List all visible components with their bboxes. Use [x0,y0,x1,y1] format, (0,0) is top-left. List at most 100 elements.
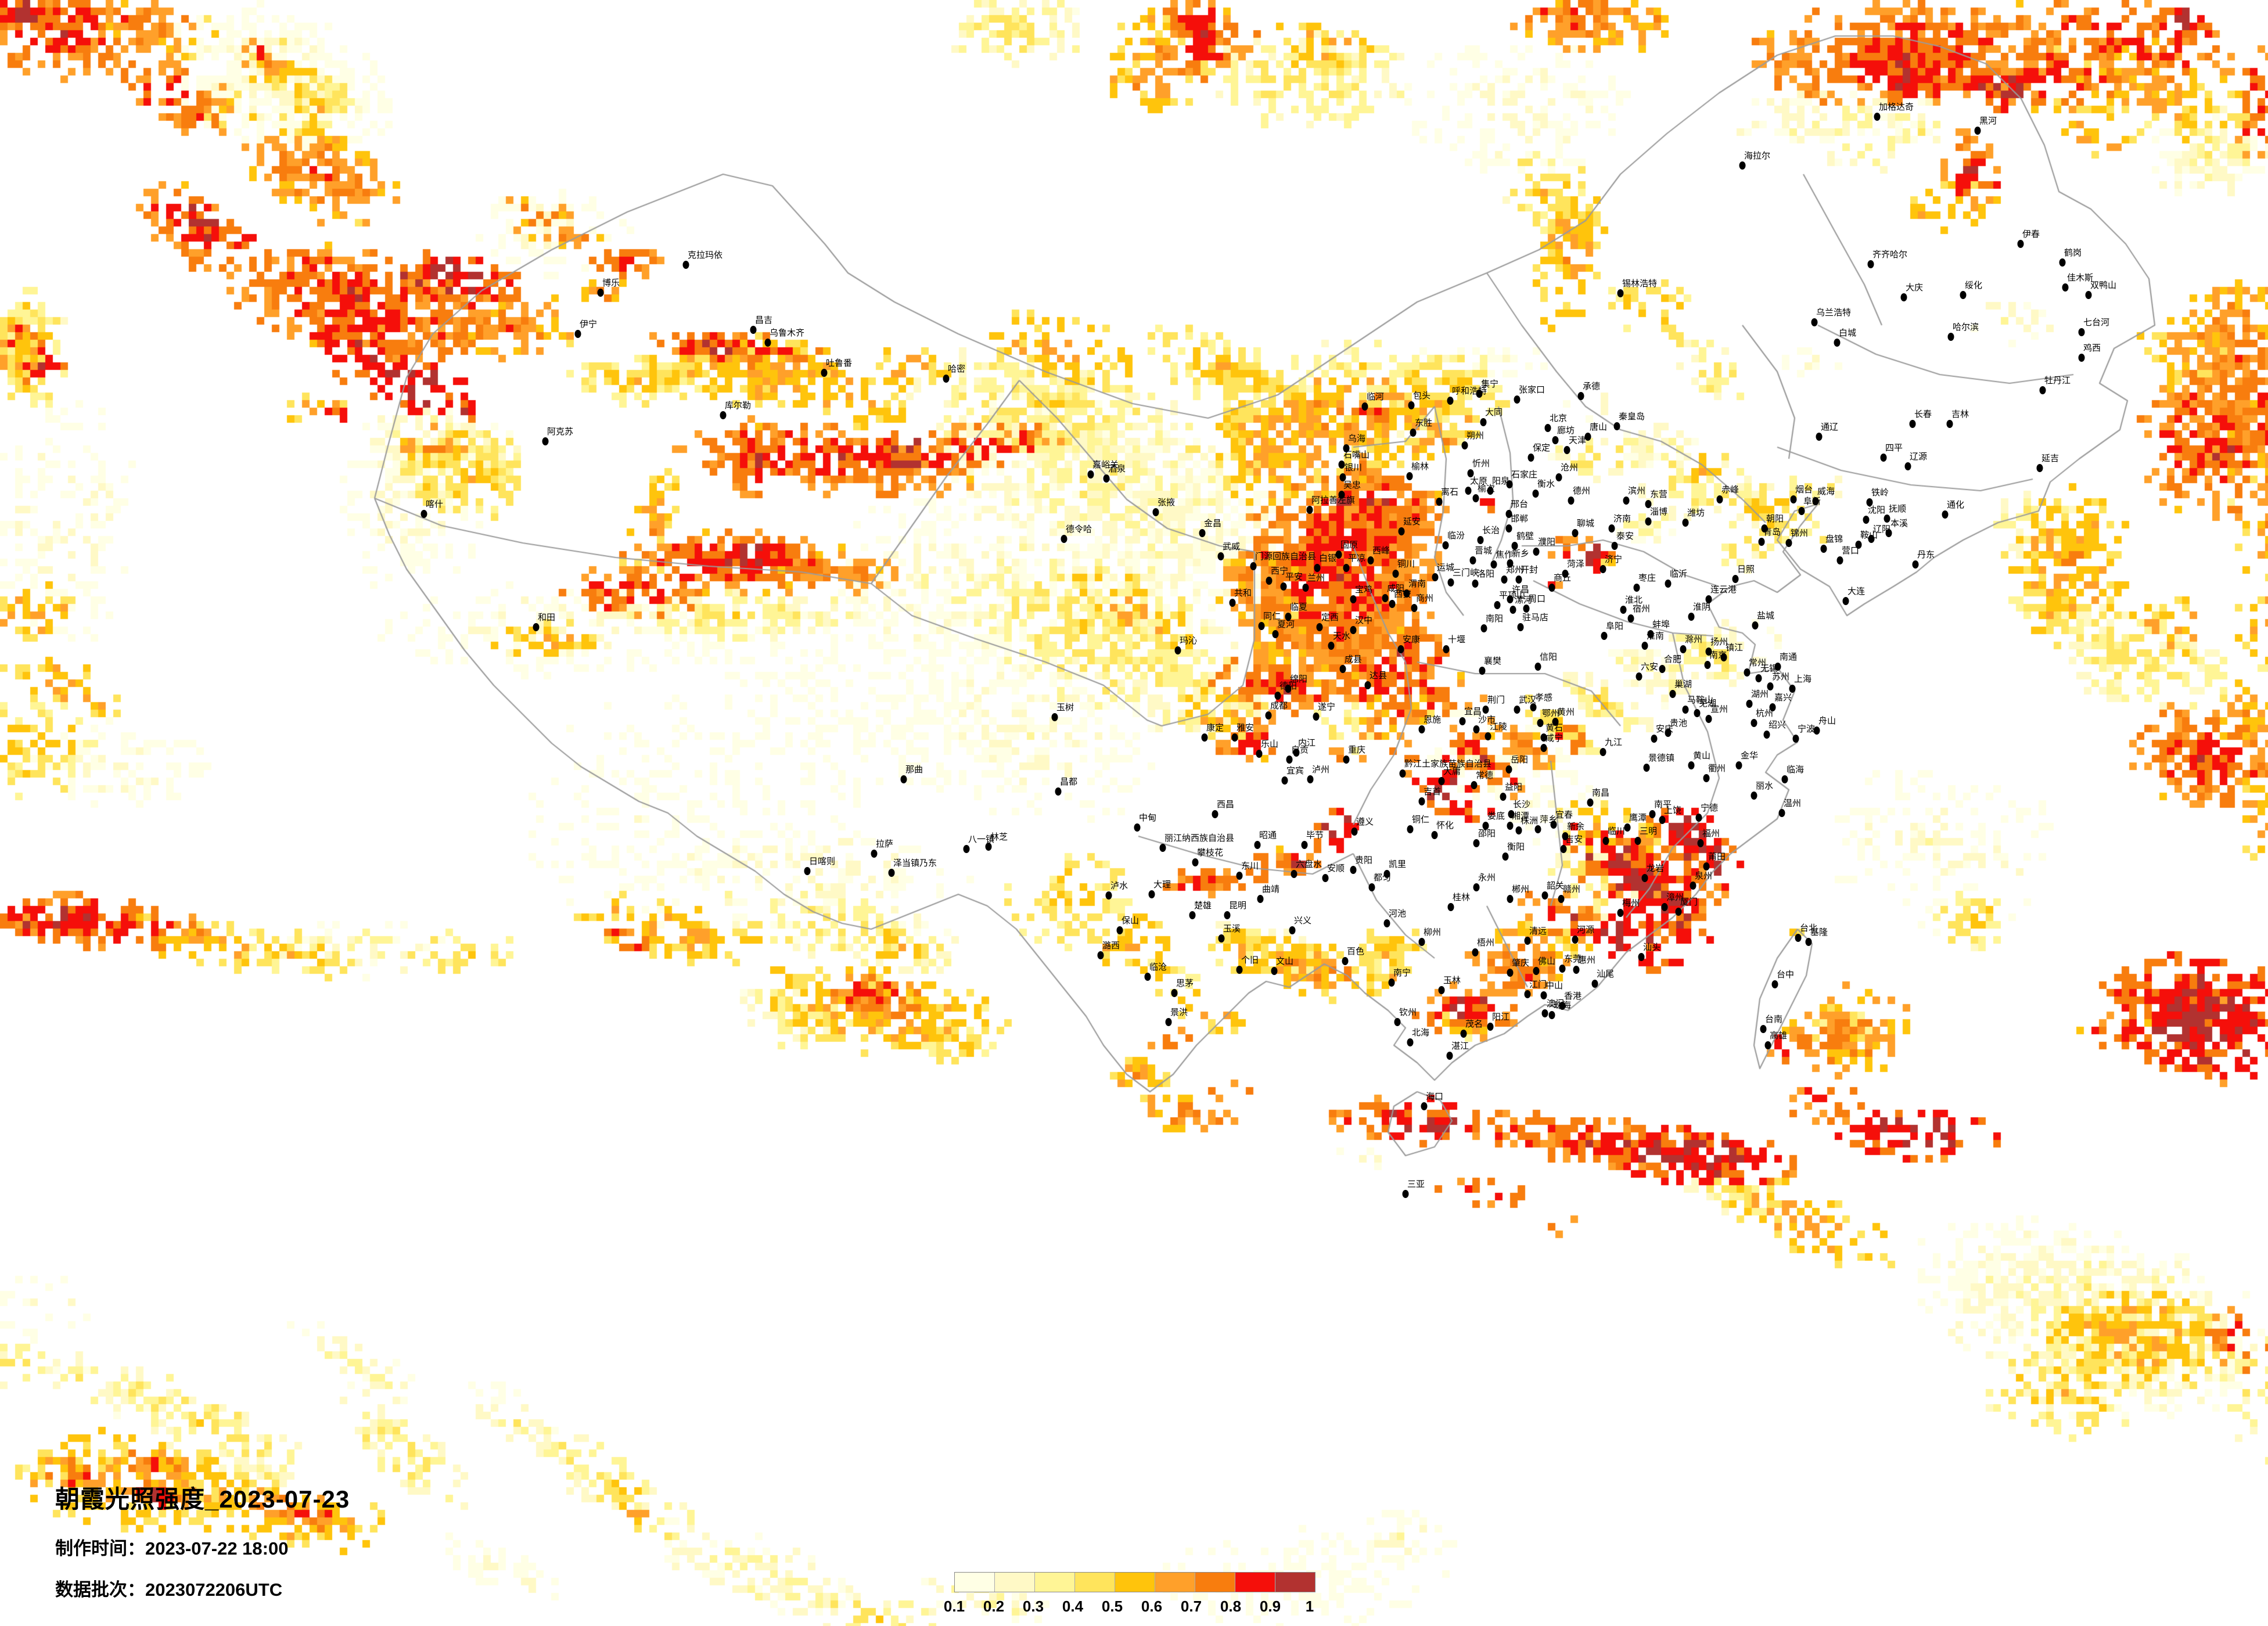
city-dot [1680,645,1687,653]
city-dot [1617,289,1624,297]
city-dot [1761,524,1768,533]
city-dot [1540,733,1547,742]
city-dot [1751,719,1757,727]
city-label: 佛山 [1538,956,1556,966]
city-dot [1418,938,1425,946]
city-label: 重庆 [1348,745,1366,755]
city-dot [1293,749,1300,757]
city-label: 百色 [1347,947,1365,956]
city-label: 晋城 [1475,546,1493,556]
city-label: 临海 [1787,765,1805,775]
city-dot [1322,874,1329,882]
city-dot [1394,1018,1401,1026]
city-label: 鸡西 [2083,343,2101,353]
city-label: 天津 [1569,436,1587,445]
city-dot [1855,541,1862,549]
city-label: 桂林 [1453,893,1471,902]
city-dot [1407,1038,1414,1046]
city-label: 六盘水 [1296,859,1322,869]
city-dot [1343,564,1350,572]
city-dot [1774,663,1781,671]
city-label: 四平 [1885,443,1903,453]
city-dot [1097,951,1104,959]
city-label: 乐山 [1261,739,1279,749]
city-dot [1280,582,1287,591]
city-dot [943,375,950,383]
city-label: 阜阳 [1606,621,1624,631]
city-label: 柳州 [1424,927,1442,937]
city-label: 昌都 [1060,777,1078,787]
city-label: 忻州 [1472,459,1490,469]
city-dot [1152,508,1159,516]
city-dot [1524,990,1531,998]
city-dot [1974,127,1981,135]
city-label: 泉州 [1695,871,1713,881]
legend-label: 0.5 [1101,1598,1123,1615]
city-label: 韶关 [1547,881,1565,891]
city-label: 滁州 [1685,635,1703,645]
city-label: 清远 [1529,926,1547,936]
city-dot [1789,685,1796,693]
city-label: 本溪 [1890,519,1908,528]
city-dot [1563,446,1570,454]
city-dot [1507,895,1514,903]
city-dot [1697,839,1704,847]
city-label: 吉安 [1565,834,1583,844]
city-dot [1342,957,1349,965]
city-label: 西昌 [1217,800,1235,810]
city-dot [1256,750,1263,758]
city-dot [1541,1009,1548,1017]
city-dot [1552,718,1559,726]
city-dot [2039,386,2046,394]
city-dot [2078,328,2085,336]
city-label: 丹东 [1917,550,1935,560]
city-label: 乌海 [1348,434,1366,444]
city-dot [1562,570,1569,578]
city-label: 玉溪 [1223,924,1241,934]
city-label: 新余 [1567,822,1585,832]
city-dot [2017,240,2024,248]
city-label: 六安 [1641,662,1659,672]
city-dot [1485,732,1491,740]
city-dot [1087,470,1094,479]
city-label: 威海 [1817,487,1835,497]
city-dot [1171,989,1178,997]
city-label: 东莞 [1564,954,1582,964]
city-label: 沧州 [1561,463,1579,473]
city-dot [821,369,828,377]
city-dot [1758,538,1765,546]
city-label: 延安 [1403,517,1421,527]
city-label: 恩施 [1424,715,1442,725]
city-dot [1443,645,1450,653]
city-dot [1587,798,1594,807]
city-dot [1338,491,1345,499]
city-label: 包头 [1413,391,1431,401]
city-dot [1704,661,1711,669]
city-dot [1272,630,1279,638]
city-dot [1530,703,1537,711]
city-label: 德州 [1573,486,1591,496]
city-label: 阿克苏 [547,427,574,437]
city-label: 梧州 [1477,938,1495,948]
city-label: 丽水 [1756,781,1774,791]
legend-swatch [995,1573,1035,1592]
city-label: 河源 [1577,925,1595,935]
map-title: 朝霞光照强度_2023-07-23 [55,1485,350,1513]
city-dot [1103,474,1110,483]
city-dot [1560,845,1567,853]
city-label: 泰安 [1616,531,1634,541]
legend-label: 0.8 [1220,1598,1242,1615]
city-label: 潍坊 [1687,508,1705,518]
city-label: 同仁 [1263,611,1281,621]
city-dot [1643,764,1650,772]
city-dot [1306,506,1313,514]
city-dot [1634,837,1641,845]
city-dot [1867,260,1874,268]
city-label: 离石 [1441,487,1459,497]
city-dot [1524,937,1531,945]
city-label: 上饶 [1664,805,1682,815]
city-label: 宣州 [1710,704,1728,714]
city-dot [1601,632,1608,640]
city-label: 酒泉 [1108,464,1126,474]
city-label: 大连 [1848,587,1866,596]
